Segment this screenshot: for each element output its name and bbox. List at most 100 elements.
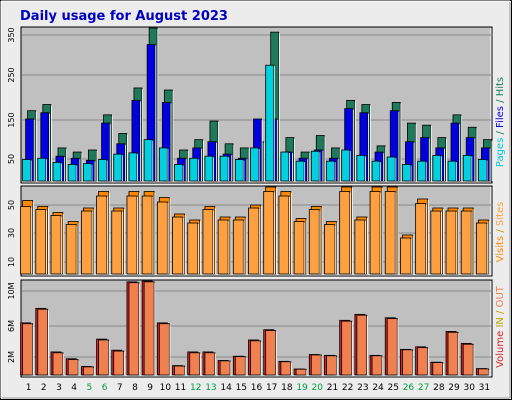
bar-sites-day-3	[50, 215, 62, 275]
day-label: 13	[205, 383, 216, 393]
bar-sites-day-20	[308, 209, 320, 275]
day-label: 22	[342, 383, 353, 393]
day-label: 29	[448, 383, 460, 393]
bar-pages-day-25	[386, 156, 396, 182]
day-label: 24	[372, 383, 384, 393]
bar-kbytes-out-day-10	[158, 323, 170, 376]
bar-kbytes-out-day-22	[341, 320, 353, 376]
day-label: 14	[220, 383, 232, 393]
bar-pages-day-31	[478, 159, 487, 182]
bar-pages-day-17	[265, 64, 275, 182]
bar-sites-day-15	[232, 219, 244, 275]
bar-pages-day-15	[234, 159, 244, 182]
bar-sites-day-25	[384, 191, 396, 275]
bar-kbytes-out-day-3	[52, 352, 64, 376]
bar-pages-day-24	[371, 160, 381, 182]
bar-kbytes-out-day-17	[265, 330, 277, 376]
bar-sites-day-6	[96, 195, 107, 275]
day-label: 5	[87, 383, 93, 393]
panel-volume-in-out: 10M 6M 2M	[7, 279, 493, 378]
bar-pages-day-27	[417, 160, 427, 182]
bar-pages-day-26	[402, 164, 411, 182]
day-label: 6	[102, 383, 108, 393]
bar-sites-day-17	[263, 191, 275, 275]
day-label: 2	[41, 383, 47, 393]
bar-kbytes-out-day-1	[22, 323, 33, 376]
bar-kbytes-out-day-18	[280, 361, 292, 376]
y-tick-label: 250	[7, 67, 16, 82]
bar-sites-day-8	[126, 195, 138, 275]
panel-visits-sites: 50 30 10	[7, 185, 493, 277]
bar-pages-day-23	[356, 154, 366, 182]
bar-pages-day-3	[52, 161, 62, 182]
day-label: 4	[71, 383, 77, 393]
bar-sites-day-28	[430, 210, 442, 275]
bar-sites-day-29	[445, 210, 457, 275]
legend-entry: /	[495, 96, 506, 106]
bar-pages-day-30	[462, 154, 472, 182]
day-label: 11	[175, 383, 186, 393]
day-label: 15	[236, 383, 247, 393]
y-tick-label: 150	[7, 112, 16, 127]
day-label: 19	[296, 383, 308, 393]
bar-kbytes-out-day-31	[478, 368, 489, 376]
bar-pages-day-7	[113, 153, 123, 182]
bar-pages-day-21	[326, 160, 335, 182]
y-tick-label: 10M	[7, 282, 16, 299]
bar-kbytes-out-day-6	[98, 339, 109, 376]
legend-entry: Files	[495, 106, 506, 128]
bar-kbytes-out-day-29	[447, 331, 459, 376]
y-tick-label: 30	[7, 228, 16, 238]
day-label: 12	[190, 383, 201, 393]
bar-kbytes-out-day-8	[128, 282, 140, 376]
bar-pages-day-20	[310, 150, 320, 182]
bar-pages-day-8	[128, 152, 138, 182]
day-label: 23	[357, 383, 368, 393]
bar-kbytes-out-day-4	[67, 359, 79, 376]
bar-kbytes-out-day-23	[356, 314, 368, 376]
bar-kbytes-out-day-9	[143, 281, 155, 376]
day-label: 17	[266, 383, 277, 393]
bar-pages-day-18	[280, 151, 290, 182]
legend-entry: OUT	[495, 285, 506, 310]
y-tick-label: 50	[7, 154, 16, 164]
day-label: 18	[281, 383, 293, 393]
bar-kbytes-out-day-27	[417, 347, 429, 376]
bar-kbytes-out-day-20	[310, 354, 322, 376]
bar-kbytes-out-day-16	[250, 340, 261, 376]
day-labels: 1 2 3 4 5 6 7 8 9 10 11 12 13 14 15 16 17 18 19 20 21 22 23 24 2…	[26, 383, 490, 393]
graph-title: Daily usage for August 2023	[20, 9, 228, 24]
bar-sites-day-12	[187, 222, 199, 275]
bar-kbytes-out-day-5	[82, 366, 94, 376]
day-label: 31	[479, 383, 490, 393]
bar-pages-day-12	[189, 157, 199, 182]
bar-kbytes-out-day-30	[462, 343, 474, 376]
day-label: 25	[388, 383, 399, 393]
legend-entry: Volume	[495, 331, 506, 368]
bar-sites-day-5	[80, 210, 92, 275]
bar-kbytes-out-day-13	[204, 352, 216, 376]
bar-pages-day-22	[341, 149, 351, 182]
day-label: 1	[26, 383, 32, 393]
graph-panels: 350 250 150 50 50 30 10 10M 6M 2M	[7, 26, 493, 378]
bar-sites-day-27	[415, 203, 427, 275]
day-label: 21	[327, 383, 338, 393]
bar-kbytes-out-day-12	[189, 352, 201, 376]
bar-kbytes-out-day-14	[219, 360, 231, 376]
bar-sites-day-4	[65, 224, 77, 275]
bar-pages-day-11	[174, 164, 183, 182]
bar-sites-day-7	[111, 210, 123, 275]
bar-sites-day-9	[141, 195, 153, 275]
day-label: 3	[56, 383, 62, 393]
bar-pages-day-29	[447, 160, 457, 182]
bar-kbytes-out-day-28	[432, 362, 444, 376]
y-tick-label: 6M	[7, 320, 16, 332]
bar-kbytes-out-day-2	[37, 308, 49, 376]
bar-sites-day-22	[339, 191, 351, 275]
day-label: 26	[403, 383, 415, 393]
day-label: 30	[463, 383, 475, 393]
legend-entry: Visits	[495, 236, 506, 263]
bar-sites-day-26	[400, 237, 411, 275]
bar-kbytes-out-day-24	[371, 355, 383, 376]
bar-sites-day-16	[248, 207, 259, 275]
